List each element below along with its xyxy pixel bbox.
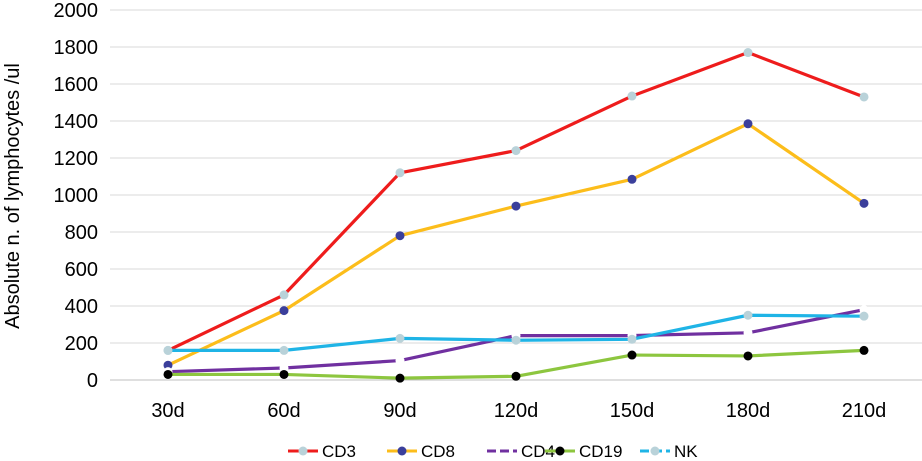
x-tick-label: 150d: [610, 400, 655, 422]
data-point-nk: [395, 333, 405, 343]
data-point-cd8: [163, 360, 173, 370]
legend-label-cd3: CD3: [322, 442, 356, 461]
y-tick-label: 1200: [54, 148, 99, 170]
series-nk: [163, 310, 869, 355]
data-point-nk: [743, 310, 753, 320]
data-point-cd3: [279, 290, 289, 300]
data-point-nk: [511, 335, 521, 345]
legend-entry-cd3: CD3: [288, 442, 356, 461]
legend-label-cd4: CD4: [521, 442, 555, 461]
data-point-nk: [627, 334, 637, 344]
data-point-cd4: [743, 328, 753, 338]
series-cd19: [163, 345, 869, 383]
data-point-nk: [163, 345, 173, 355]
data-point-cd3: [743, 48, 753, 58]
legend-marker-cd19: [555, 446, 565, 456]
series-cd3: [163, 48, 869, 355]
y-tick-label: 1800: [54, 37, 99, 59]
data-point-cd3: [627, 91, 637, 101]
legend: CD3 CD8 CD4 CD19 NK: [288, 442, 698, 461]
data-point-cd8: [511, 201, 521, 211]
legend-label-nk: NK: [674, 442, 698, 461]
data-point-cd8: [859, 198, 869, 208]
legend-entry-cd4: CD4: [487, 442, 555, 461]
x-tick-label: 30d: [151, 400, 184, 422]
data-point-cd19: [395, 373, 405, 383]
legend-marker-nk: [650, 446, 660, 456]
data-point-cd19: [511, 371, 521, 381]
y-tick-label: 600: [65, 259, 98, 281]
data-point-cd3: [859, 92, 869, 102]
data-point-nk: [859, 311, 869, 321]
legend-marker-cd8: [397, 446, 407, 456]
x-tick-label: 180d: [726, 400, 771, 422]
data-point-cd19: [163, 369, 173, 379]
data-point-cd8: [279, 306, 289, 316]
y-tick-label: 2000: [54, 0, 99, 22]
x-tick-label: 60d: [267, 400, 300, 422]
data-point-cd3: [395, 168, 405, 178]
legend-label-cd19: CD19: [579, 442, 622, 461]
data-point-nk: [279, 345, 289, 355]
data-point-cd8: [627, 174, 637, 184]
x-axis-tick-labels: 30d 60d 90d 120d 150d 180d 210d: [151, 400, 886, 422]
data-point-cd8: [395, 231, 405, 241]
y-tick-label: 1400: [54, 111, 99, 133]
legend-label-cd8: CD8: [421, 442, 455, 461]
series-cd8: [163, 119, 869, 370]
x-tick-label: 120d: [494, 400, 539, 422]
legend-entry-cd19: CD19: [545, 442, 622, 461]
y-tick-label: 400: [65, 296, 98, 318]
data-point-cd19: [859, 345, 869, 355]
series-lines: [163, 48, 869, 383]
data-point-cd19: [279, 369, 289, 379]
y-axis-tick-labels: 0 200 400 600 800 1000 1200 1400 1600 1800 2000: [54, 0, 99, 392]
data-point-cd4: [859, 305, 869, 315]
y-tick-label: 0: [87, 370, 98, 392]
data-point-cd19: [743, 351, 753, 361]
x-tick-label: 90d: [383, 400, 416, 422]
y-tick-label: 1000: [54, 185, 99, 207]
legend-entry-cd8: CD8: [387, 442, 455, 461]
data-point-cd3: [511, 146, 521, 156]
y-tick-label: 800: [65, 222, 98, 244]
x-tick-label: 210d: [842, 400, 887, 422]
y-axis-title: Absolute n. of lymphocytes /ul: [2, 63, 24, 329]
legend-entry-nk: NK: [640, 442, 698, 461]
data-point-cd19: [627, 350, 637, 360]
grid-lines: [110, 9, 922, 381]
y-tick-label: 1600: [54, 74, 99, 96]
data-point-cd8: [743, 119, 753, 129]
y-tick-label: 200: [65, 333, 98, 355]
data-point-cd4: [395, 356, 405, 366]
legend-marker-cd3: [298, 446, 308, 456]
data-point-cd4: [279, 363, 289, 373]
